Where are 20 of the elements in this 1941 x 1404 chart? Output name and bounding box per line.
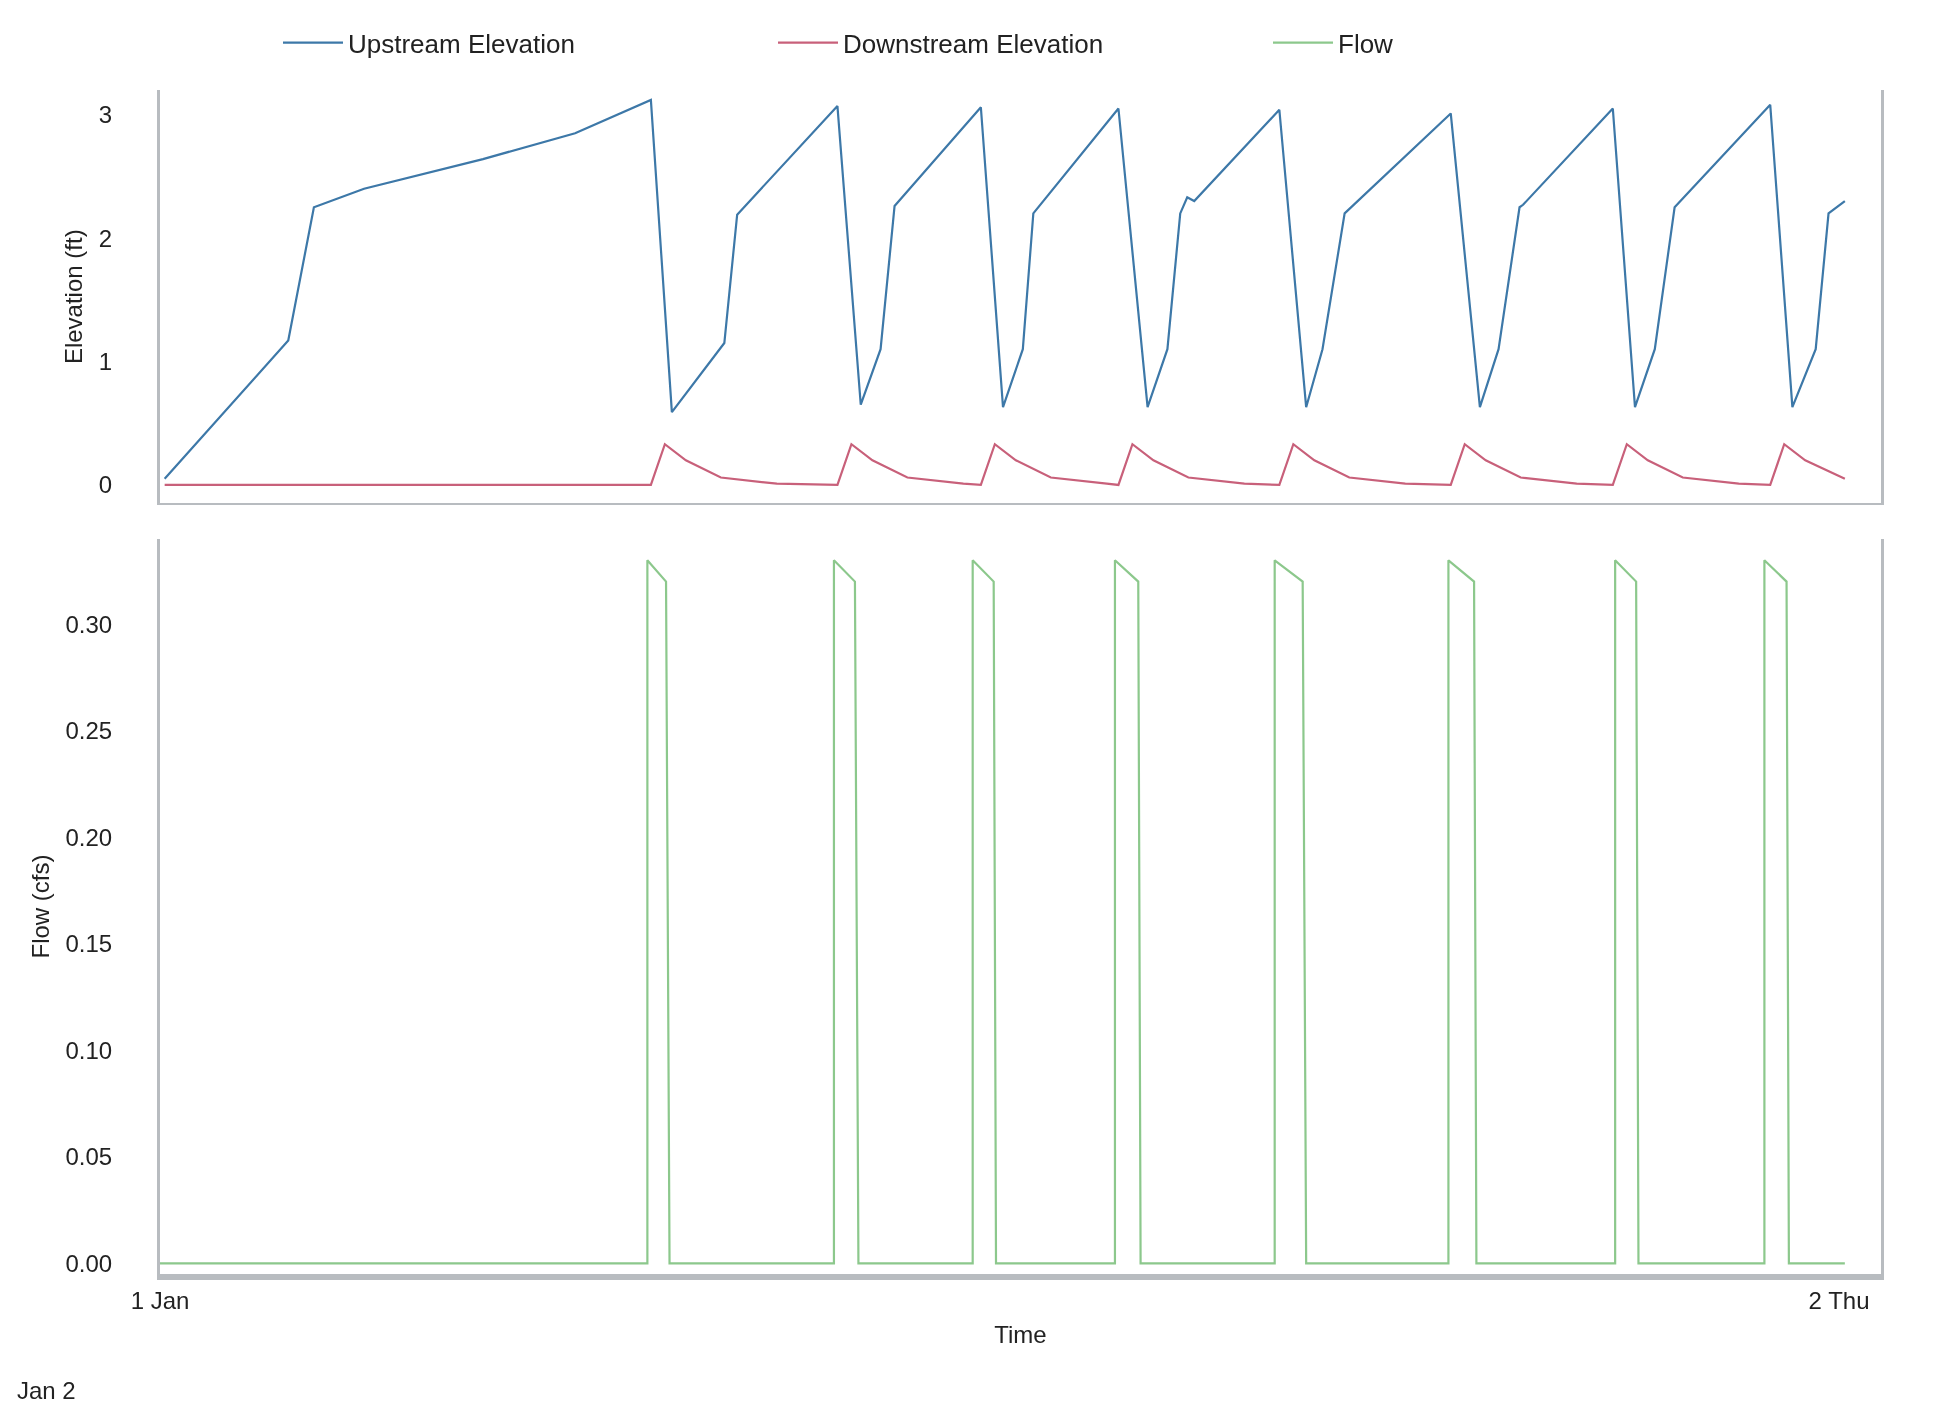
- y-axis-title: Flow (cfs): [26, 854, 54, 959]
- x-axis-title: Time: [994, 1320, 1047, 1348]
- y-tick-label: 0.30: [65, 610, 113, 638]
- legend-label: Downstream Elevation: [843, 28, 1104, 59]
- y-tick-label: 0.25: [65, 717, 113, 745]
- y-tick-label: 2: [98, 224, 113, 252]
- x-tick-label: 2 Thu: [1808, 1286, 1870, 1314]
- y-tick-label: 3: [98, 101, 113, 129]
- y-tick-label: 0.00: [65, 1249, 113, 1277]
- y-tick-label: 0.15: [65, 930, 113, 958]
- y-tick-label: 1: [98, 347, 113, 375]
- y-tick-label: 0.10: [65, 1036, 113, 1064]
- y-tick-label: 0.05: [65, 1143, 113, 1171]
- text: Jan 2: [17, 1377, 76, 1404]
- legend-label: Upstream Elevation: [348, 28, 575, 59]
- y-tick-label: 0.20: [65, 823, 113, 851]
- x-tick-label: 1 Jan: [130, 1286, 190, 1314]
- y-tick-label: 0: [98, 471, 113, 499]
- legend-label: Flow: [1338, 28, 1394, 59]
- y-axis-title: Elevation (ft): [59, 229, 87, 365]
